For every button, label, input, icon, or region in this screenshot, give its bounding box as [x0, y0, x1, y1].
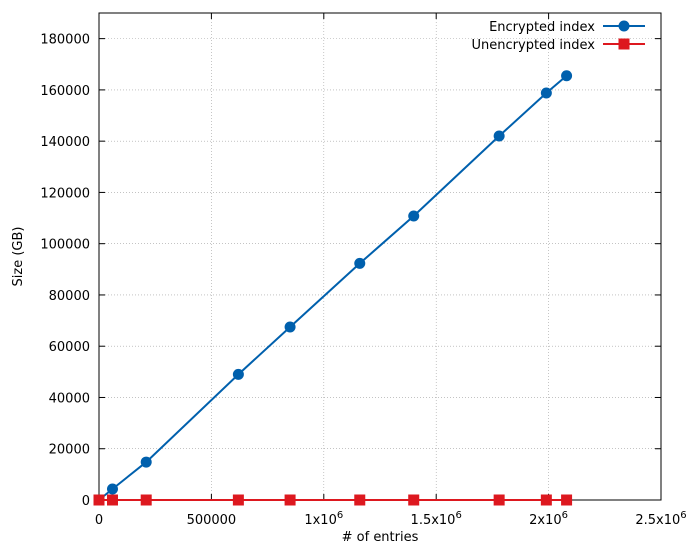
- x-tick-label: 2.5x106: [635, 510, 686, 528]
- x-tick-label-text: 1.5x10: [411, 513, 456, 528]
- x-tick-label-text: 500000: [187, 513, 237, 528]
- legend-marker: [618, 38, 630, 50]
- x-tick-label: 0: [95, 513, 103, 528]
- data-point: [106, 494, 118, 506]
- x-tick-label: 1.5x106: [411, 510, 462, 528]
- legend: Encrypted index Unencrypted index: [472, 20, 645, 53]
- series-group: [93, 70, 573, 506]
- data-point: [93, 494, 105, 506]
- series-encrypted: [93, 70, 573, 506]
- x-tick-label-exponent: 6: [562, 510, 568, 521]
- series-line: [98, 75, 568, 501]
- y-tick-label: 160000: [40, 84, 90, 99]
- x-tick-label: 500000: [187, 513, 237, 528]
- data-point: [354, 257, 366, 269]
- data-point: [284, 321, 296, 333]
- x-tick-label-exponent: 6: [455, 510, 461, 521]
- grid: [99, 13, 661, 500]
- data-point: [106, 483, 118, 495]
- data-point: [561, 494, 573, 506]
- y-tick-label: 40000: [49, 391, 90, 406]
- data-point: [232, 494, 244, 506]
- data-point: [140, 494, 152, 506]
- data-point: [561, 70, 573, 82]
- data-point: [540, 494, 552, 506]
- data-point: [354, 494, 366, 506]
- x-tick-label-text: 1x10: [304, 513, 337, 528]
- data-point: [284, 494, 296, 506]
- data-point: [540, 87, 552, 99]
- y-tick-label: 60000: [49, 340, 90, 355]
- y-tick-label: 180000: [40, 33, 90, 48]
- y-axis-label: Size (GB): [11, 227, 26, 287]
- x-tick-label-text: 0: [95, 513, 103, 528]
- x-tick-label: 2x106: [529, 510, 568, 528]
- data-point: [493, 494, 505, 506]
- data-point: [232, 368, 244, 380]
- y-tick-label: 80000: [49, 289, 90, 304]
- data-point: [140, 456, 152, 468]
- x-tick-label-text: 2.5x10: [635, 513, 680, 528]
- data-point: [408, 210, 420, 222]
- x-tick-label-exponent: 6: [680, 510, 686, 521]
- y-tick-label: 100000: [40, 238, 90, 253]
- legend-label-encrypted: Encrypted index: [489, 20, 595, 35]
- x-tick-label: 1x106: [304, 510, 343, 528]
- series-unencrypted: [93, 494, 573, 506]
- legend-swatches: [603, 20, 645, 50]
- legend-marker: [618, 20, 630, 32]
- y-tick-label: 20000: [49, 443, 90, 458]
- x-tick-label-text: 2x10: [529, 513, 562, 528]
- x-axis-label: # of entries: [342, 530, 419, 545]
- legend-label-unencrypted: Unencrypted index: [472, 38, 596, 53]
- data-point: [408, 494, 420, 506]
- x-tick-label-exponent: 6: [337, 510, 343, 521]
- data-point: [493, 130, 505, 142]
- y-tick-label: 0: [82, 494, 90, 509]
- y-tick-label: 140000: [40, 135, 90, 150]
- y-tick-label: 120000: [40, 186, 90, 201]
- axis-ticks: 0 20000 40000 60000 80000 100000 120000 140000 1…: [40, 13, 687, 528]
